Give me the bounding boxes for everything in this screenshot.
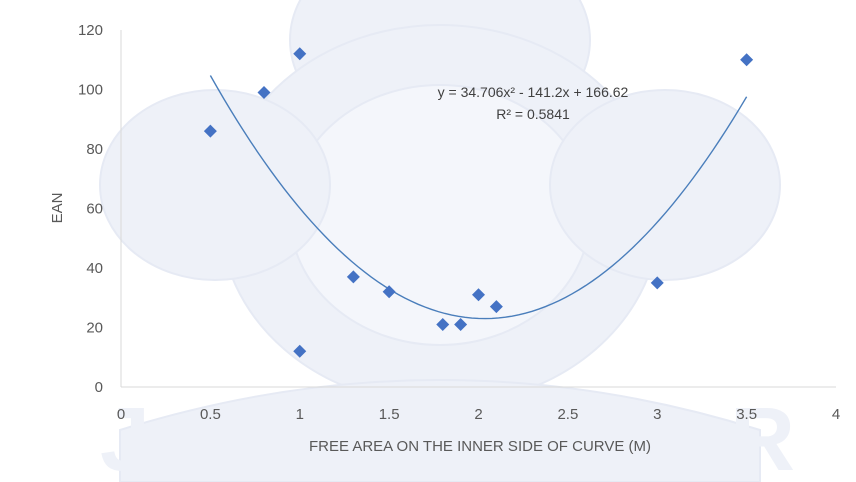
svg-text:R: R [730, 390, 795, 482]
y-axis-title: EAN [49, 193, 66, 224]
x-tick-label: 4 [832, 406, 840, 423]
y-tick-label: 60 [86, 201, 103, 218]
x-tick-label: 1.5 [379, 406, 400, 423]
trendline-r2: R² = 0.5841 [496, 106, 570, 122]
y-tick-label: 40 [86, 260, 103, 277]
data-point [257, 85, 271, 99]
data-point [489, 300, 503, 314]
data-points [203, 47, 754, 358]
watermark-logo: J R [99, 0, 795, 482]
data-point [472, 288, 485, 302]
y-tick-label: 0 [95, 379, 103, 396]
x-tick-label: 2 [474, 406, 482, 423]
x-tick-label: 2.5 [557, 406, 578, 423]
y-tick-label: 120 [78, 22, 103, 39]
x-tick-label: 0.5 [200, 406, 221, 423]
data-point [454, 318, 468, 332]
x-axis-title: FREE AREA ON THE INNER SIDE OF CURVE (M) [309, 438, 651, 455]
data-point [740, 53, 754, 67]
trendline [209, 75, 748, 320]
svg-text:J: J [100, 390, 150, 482]
data-point [436, 318, 450, 332]
x-tick-label: 1 [296, 406, 304, 423]
data-point [203, 124, 217, 138]
axes [120, 30, 836, 388]
data-point [382, 285, 396, 299]
data-point [650, 276, 664, 290]
y-tick-label: 20 [86, 320, 103, 337]
x-tick-label: 3 [653, 406, 661, 423]
y-tick-label: 100 [78, 82, 103, 99]
data-point [293, 47, 307, 61]
trendline-equation: y = 34.706x² - 141.2x + 166.62 [438, 84, 629, 100]
y-tick-label: 80 [86, 141, 103, 158]
data-point [346, 270, 360, 284]
x-tick-label: 0 [117, 406, 125, 423]
data-point [293, 344, 307, 358]
x-tick-label: 3.5 [736, 406, 757, 423]
